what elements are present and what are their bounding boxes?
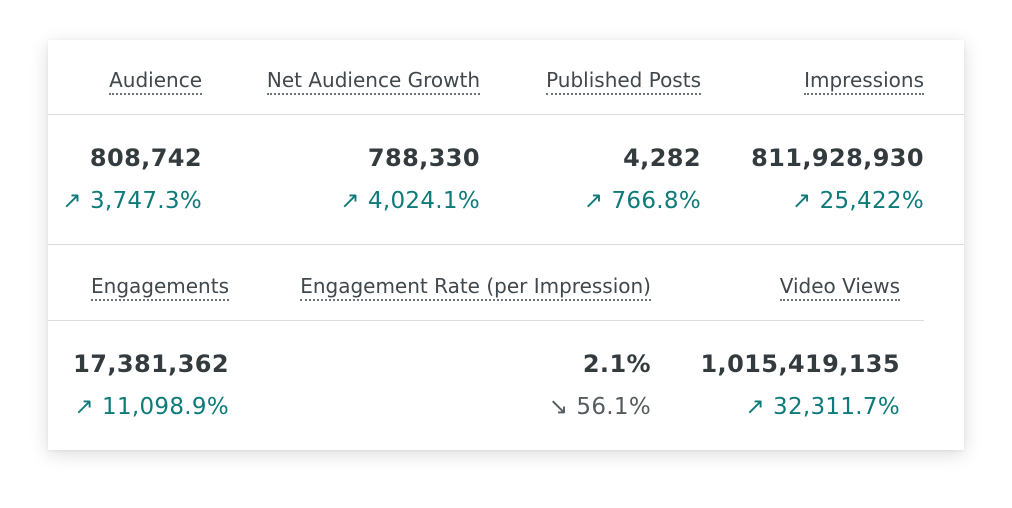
metric-value-audience: 808,742 bbox=[89, 144, 202, 172]
arrow-up-right-icon: ↗ bbox=[745, 394, 766, 420]
metric-value-engagements: 17,381,362 bbox=[73, 350, 229, 378]
metric-label-video-views[interactable]: Video Views bbox=[779, 274, 900, 301]
metric-value-published-posts: 4,282 bbox=[623, 144, 701, 172]
metric-value-engagement-rate: 2.1% bbox=[582, 350, 651, 378]
arrow-up-right-icon: ↗ bbox=[62, 188, 82, 214]
arrow-up-right-icon: ↗ bbox=[583, 188, 604, 214]
metric-value-net-audience-growth: 788,330 bbox=[367, 144, 480, 172]
metric-label-engagements[interactable]: Engagements bbox=[91, 274, 229, 301]
metric-change-published-posts: ↗ 766.8% bbox=[583, 188, 701, 214]
arrow-up-right-icon: ↗ bbox=[791, 188, 812, 214]
metric-label-impressions[interactable]: Impressions bbox=[804, 68, 924, 95]
header-divider bbox=[48, 114, 964, 115]
arrow-up-right-icon: ↗ bbox=[74, 394, 95, 420]
metric-change-video-views: ↗ 32,311.7% bbox=[745, 394, 900, 420]
metric-value-impressions: 811,928,930 bbox=[751, 144, 924, 172]
section-divider bbox=[48, 244, 964, 245]
metric-change-impressions: ↗ 25,422% bbox=[791, 188, 924, 214]
metrics-card: Audience 808,742 ↗ 3,747.3% Net Audience … bbox=[48, 40, 964, 450]
metric-change-engagement-rate: ↘ 56.1% bbox=[548, 394, 651, 420]
metric-label-engagement-rate[interactable]: Engagement Rate (per Impression) bbox=[300, 274, 651, 301]
arrow-down-right-icon: ↘ bbox=[548, 394, 569, 420]
metric-value-video-views: 1,015,419,135 bbox=[700, 350, 900, 378]
metric-label-audience[interactable]: Audience bbox=[109, 68, 202, 95]
metric-change-net-audience-growth: ↗ 4,024.1% bbox=[340, 188, 480, 214]
metric-change-engagements: ↗ 11,098.9% bbox=[74, 394, 229, 420]
header-divider bbox=[48, 320, 924, 321]
metric-label-net-audience-growth[interactable]: Net Audience Growth bbox=[266, 68, 480, 95]
arrow-up-right-icon: ↗ bbox=[340, 188, 360, 214]
metric-label-published-posts[interactable]: Published Posts bbox=[546, 68, 701, 95]
metric-change-audience: ↗ 3,747.3% bbox=[62, 188, 202, 214]
